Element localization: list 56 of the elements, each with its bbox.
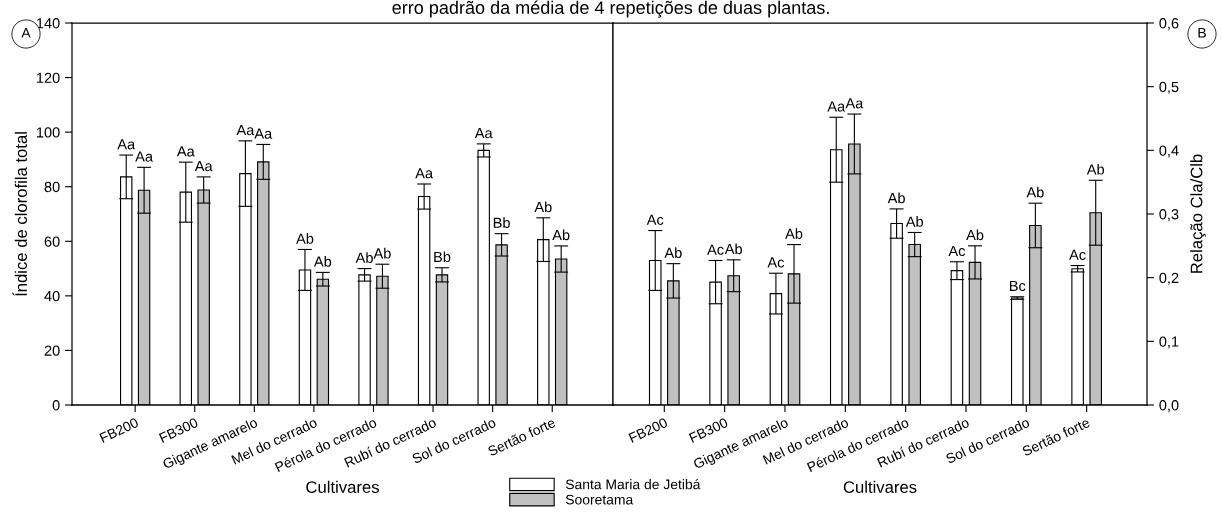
data-label: Bb [434,251,451,263]
data-label: Ab [355,252,373,263]
data-label: Ab [966,229,984,241]
y-tick-label: 20 [44,345,60,356]
data-label: Ab [664,247,682,258]
text: A [21,28,31,38]
data-label: Aa [236,125,255,136]
legend-label: Sooretama [565,494,634,505]
data-label: Bc [1009,280,1026,292]
data-label: Ab [785,228,803,239]
y-tick-label: 0,1 [1159,336,1179,349]
data-label: Ac [646,214,664,225]
data-label: Ab [1086,163,1105,175]
data-label: Aa [827,101,846,112]
data-label: Aa [117,139,136,150]
y-tick-label: 0,4 [1159,145,1179,158]
data-label: Ab [905,216,923,227]
data-label: Aa [176,146,195,157]
y-tick-label: 0 [52,400,60,411]
y-axis-title: Relação Cla/Clb [1190,154,1206,273]
data-label: Aa [474,128,493,139]
y-tick-label: 0,6 [1159,18,1179,31]
data-label: Ab [534,201,552,213]
y-tick-label: 140 [36,18,60,29]
data-label: Ac [767,257,785,268]
data-label: Ab [296,233,314,244]
data-label: Ab [724,243,742,255]
x-axis-title: Cultivares [843,480,917,493]
y-tick-label: 80 [44,181,60,193]
data-label: Ac [948,245,966,257]
legend-label: Santa Maria de Jetibá [565,478,701,490]
y-tick-label: 40 [44,290,60,302]
data-label: Bb [493,217,510,228]
text: B [1198,28,1206,38]
y-tick-label: 0,2 [1159,272,1179,285]
data-label: Aa [415,168,434,179]
data-label: Ac [707,244,724,255]
data-label: Aa [254,128,273,139]
text: erro padrão da média de 4 repetições de duas plantas. [392,0,829,18]
data-label: Ab [1026,186,1044,198]
data-label: Ab [887,192,905,204]
y-tick-label: 100 [36,127,60,138]
data-label: Aa [135,151,154,162]
data-label: Ab [552,229,570,241]
data-label: Aa [845,98,864,109]
y-tick-label: 0,5 [1159,81,1179,94]
data-label: Aa [194,161,213,172]
x-axis-title: Cultivares [306,480,379,493]
data-label: Ab [313,256,332,267]
y-tick-label: 0,0 [1159,400,1179,413]
y-tick-label: 0,3 [1159,209,1179,222]
y-tick-label: 60 [44,236,60,247]
data-label: Ac [1069,249,1086,260]
y-axis-title: Índice de clorofila total [12,132,28,296]
data-label: Ab [373,247,391,259]
y-tick-label: 120 [36,72,60,83]
